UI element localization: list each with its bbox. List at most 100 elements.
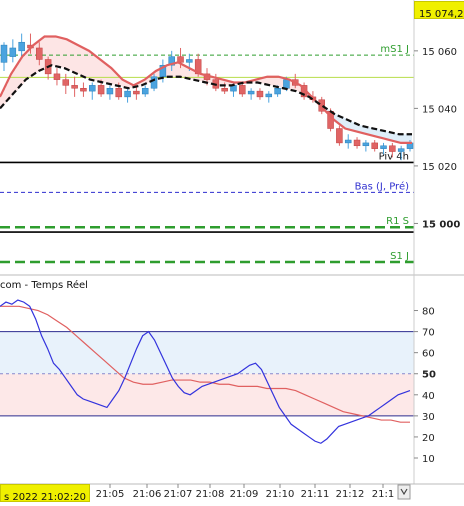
ma-fill-strip: [26, 53, 28, 80]
ma-fill-strip: [70, 41, 72, 71]
ma-fill-strip: [60, 38, 62, 68]
ma-fill-strip: [104, 62, 106, 82]
candle-body: [389, 146, 395, 152]
ma-fill-strip: [272, 77, 274, 86]
candle-body: [381, 146, 387, 149]
candle-body: [354, 140, 360, 146]
ma-fill-strip: [8, 80, 10, 99]
price-tick-label: 15 000: [422, 219, 460, 230]
ma-fill-strip: [168, 65, 170, 77]
ma-fill-strip: [56, 37, 58, 67]
ma-fill-strip: [98, 58, 100, 82]
ma-fill-strip: [406, 134, 408, 143]
candle-body: [1, 45, 7, 62]
time-tick-label: 21:06: [133, 489, 162, 500]
ma-fill-strip: [72, 42, 74, 71]
candle-body: [107, 88, 113, 94]
ma-fill-strip: [14, 69, 16, 92]
candle-body: [248, 91, 254, 94]
candle-body: [72, 85, 78, 88]
candle-body: [19, 42, 25, 51]
ma-fill-strip: [268, 77, 270, 85]
price-tick-label: 15 020: [422, 162, 457, 173]
candle-body: [336, 129, 342, 143]
candle-body: [89, 85, 95, 91]
candle-body: [54, 74, 60, 80]
time-tick-label: 21:11: [301, 489, 330, 500]
candle-body: [80, 88, 86, 91]
level-label: S1 J: [390, 251, 409, 262]
ma-fill-strip: [94, 55, 96, 81]
ma-fill-strip: [88, 50, 90, 78]
osc-tick-label: 20: [422, 433, 435, 444]
candle-body: [257, 91, 263, 97]
osc-lower-band: [0, 374, 414, 416]
ma-fill-strip: [92, 53, 94, 80]
candle-body: [283, 80, 289, 89]
time-tick-label: 21:12: [336, 489, 365, 500]
ma-fill-strip: [32, 47, 34, 76]
ma-fill-strip: [102, 61, 104, 82]
time-tick-label: 21:05: [96, 489, 125, 500]
time-tick-label: 4: [82, 489, 88, 500]
ma-fill-strip: [178, 62, 180, 76]
ma-fill-strip: [270, 77, 272, 86]
ma-fill-strip: [22, 57, 24, 84]
ma-fill-strip: [78, 45, 80, 74]
time-tick-label: 21:07: [164, 489, 193, 500]
ma-fill-strip: [16, 66, 18, 90]
ma-fill-strip: [274, 77, 276, 86]
candle-body: [239, 85, 245, 94]
ma-fill-strip: [176, 63, 178, 77]
ma-fill-strip: [58, 37, 60, 67]
osc-tick-label: 60: [422, 349, 435, 360]
ma-fill-strip: [404, 134, 406, 143]
ma-fill-strip: [378, 130, 380, 137]
time-tick-label: 21:10: [266, 489, 295, 500]
ma-fill-strip: [76, 44, 78, 73]
ma-fill-strip: [86, 49, 88, 78]
ma-fill-strip: [276, 77, 278, 87]
candle-body: [186, 59, 192, 62]
candle-body: [142, 88, 148, 94]
ma-fill-strip: [368, 127, 370, 134]
ma-fill-strip: [64, 39, 66, 68]
candle-body: [63, 80, 69, 86]
osc-upper-band: [0, 332, 414, 374]
scroll-handle: [398, 485, 410, 499]
time-tick-label: 21:1: [372, 489, 394, 500]
ma-fill-strip: [84, 48, 86, 77]
level-label: Bas (J, Pré): [355, 180, 409, 192]
candle-body: [275, 88, 281, 94]
candle-body: [125, 91, 131, 97]
candle-body: [372, 143, 378, 149]
ma-fill-strip: [54, 36, 56, 65]
ma-fill-strip: [66, 39, 68, 69]
candle-body: [36, 48, 42, 60]
candle-body: [266, 94, 272, 97]
candle-body: [398, 149, 404, 152]
candle-body: [222, 88, 228, 91]
candle-body: [151, 77, 157, 89]
ma-fill-strip: [400, 134, 402, 142]
ma-fill-strip: [106, 64, 108, 83]
price-tick-label: 15 060: [422, 47, 457, 58]
time-tick-label: 21:08: [196, 489, 225, 500]
ma-fill-strip: [352, 122, 354, 130]
level-label: mS1 J: [380, 44, 409, 55]
osc-tick-label: 80: [422, 307, 435, 318]
ma-fill-strip: [74, 43, 76, 72]
ma-fill-strip: [108, 66, 110, 84]
ma-fill-strip: [90, 52, 92, 80]
time-tick-label: 21:09: [230, 489, 259, 500]
ma-fill-strip: [80, 46, 82, 75]
candle-body: [363, 143, 369, 146]
ma-fill-strip: [402, 134, 404, 143]
price-tick-label: 15 040: [422, 104, 457, 115]
candle-body: [133, 91, 139, 94]
osc-tick-label: 70: [422, 328, 435, 339]
ma-fill-strip: [82, 47, 84, 76]
ma-fill-strip: [172, 64, 174, 77]
